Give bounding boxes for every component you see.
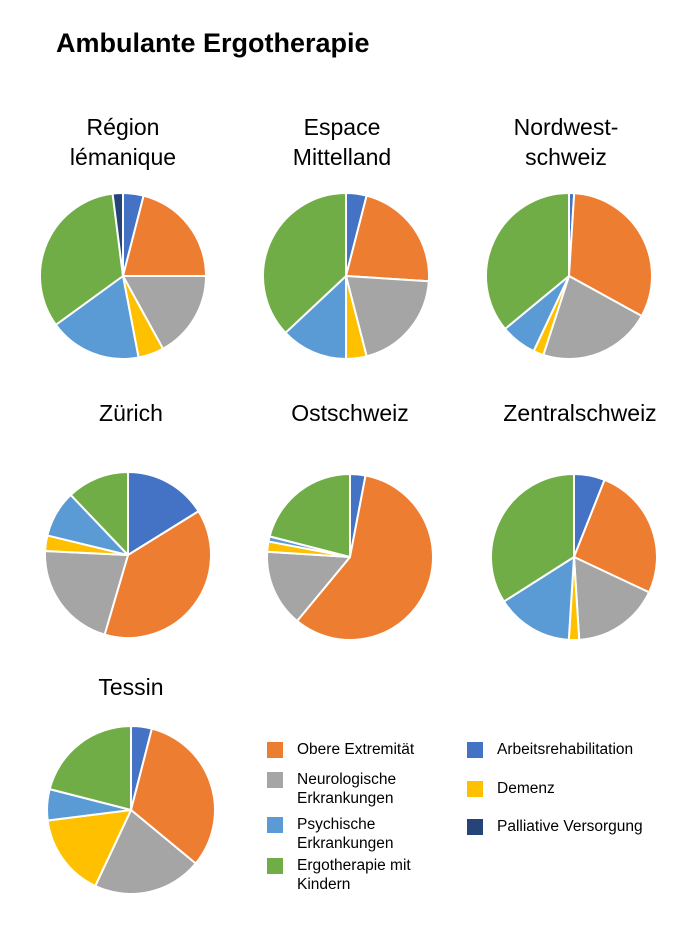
legend-swatch-obere-extremitaet [267,742,283,758]
legend-label-neurologische-erkrankungen: Neurologische Erkrankungen [297,771,397,807]
pie-slice-obere-extremitat [568,192,653,317]
pie-slice-ergotherapie-mit-kindern [490,473,575,603]
pie-title-tessin: Tessin [98,674,164,700]
pie-slice-neurologische-erkrankungen [44,550,129,636]
pie-slice-obere-extremitat [122,194,207,277]
legend-item-arbeitsrehabilitation: Arbeitsrehabilitation [467,740,633,759]
legend-item-demenz: Demenz [467,779,555,798]
legend-item-palliative-versorgung: Palliative Versorgung [467,817,643,836]
legend-item-obere-extremitaet: Obere Extremität [267,740,414,759]
pie-slice-ergotherapie-mit-kindern [69,471,129,556]
pie-slice-psychische-erkrankungen [502,556,575,641]
legend-label-obere-extremitaet: Obere Extremität [297,741,415,758]
pie-chart-ostschweiz [266,473,434,641]
legend-item-neurologische-erkrankungen: Neurologische Erkrankungen [267,770,396,808]
pie-slice-palliative-versorgung [111,192,124,277]
legend-swatch-neurologische-erkrankungen [267,772,283,788]
pie-title-zentralschweiz: Zentralschweiz [503,400,657,426]
pie-slice-ergotherapie-mit-kindern [39,192,124,326]
legend-swatch-ergotherapie-mit-kindern [267,858,283,874]
pie-slice-neurologische-erkrankungen [573,556,651,641]
legend-label-psychische-erkrankungen: Psychische Erkrankungen [297,816,394,852]
legend-item-ergotherapie-mit-kindern: Ergotherapie mit Kindern [267,856,411,894]
legend-label-demenz: Demenz [497,780,555,797]
pie-chart-region-lemanique [39,192,207,360]
pie-chart-espace-mittelland [262,192,430,360]
pie-slice-obere-extremitat [296,474,434,641]
pie-title-espace-mittelland: Espace Mittelland [292,114,392,170]
legend-label-palliative-versorgung: Palliative Versorgung [497,818,643,835]
pie-slice-psychische-erkrankungen [284,275,347,360]
pie-slice-obere-extremitat [103,510,212,639]
pie-slice-neurologische-erkrankungen [542,275,643,360]
legend-swatch-demenz [467,781,483,797]
pie-slice-demenz [46,808,133,887]
pie-slice-obere-extremitat [129,727,216,865]
pie-slice-neurologische-erkrankungen [345,275,430,358]
pie-slice-obere-extremitat [345,194,430,283]
pie-chart-nordwestschweiz [485,192,653,360]
pie-chart-zentralschweiz [490,473,658,641]
pie-slice-ergotherapie-mit-kindern [48,725,133,812]
pie-slice-ergotherapie-mit-kindern [268,473,351,558]
pie-slice-ergotherapie-mit-kindern [262,192,347,334]
pie-slice-neurologische-erkrankungen [266,550,351,622]
legend-item-psychische-erkrankungen: Psychische Erkrankungen [267,815,394,853]
pie-title-zuerich: Zürich [99,400,163,426]
pie-slice-ergotherapie-mit-kindern [485,192,570,330]
legend-swatch-palliative-versorgung [467,819,483,835]
pie-slice-arbeitsrehabilitation [127,471,200,556]
pie-chart-tessin [46,725,216,895]
pie-title-ostschweiz: Ostschweiz [291,400,409,426]
pie-slice-psychische-erkrankungen [54,275,140,360]
pie-slice-obere-extremitat [573,478,658,594]
legend-swatch-arbeitsrehabilitation [467,742,483,758]
legend-swatch-psychische-erkrankungen [267,817,283,833]
pie-title-nordwestschweiz: Nordwest- schweiz [513,114,619,170]
pie-slice-neurologische-erkrankungen [94,808,197,895]
chart-title: Ambulante Ergotherapie [56,28,370,58]
pie-title-region-lemanique: Région lémanique [69,114,177,170]
legend-label-arbeitsrehabilitation: Arbeitsrehabilitation [497,741,634,758]
pie-chart-zuerich [44,471,212,639]
legend-label-ergotherapie-mit-kindern: Ergotherapie mit Kindern [297,857,411,893]
pie-slice-neurologische-erkrankungen [122,275,207,350]
